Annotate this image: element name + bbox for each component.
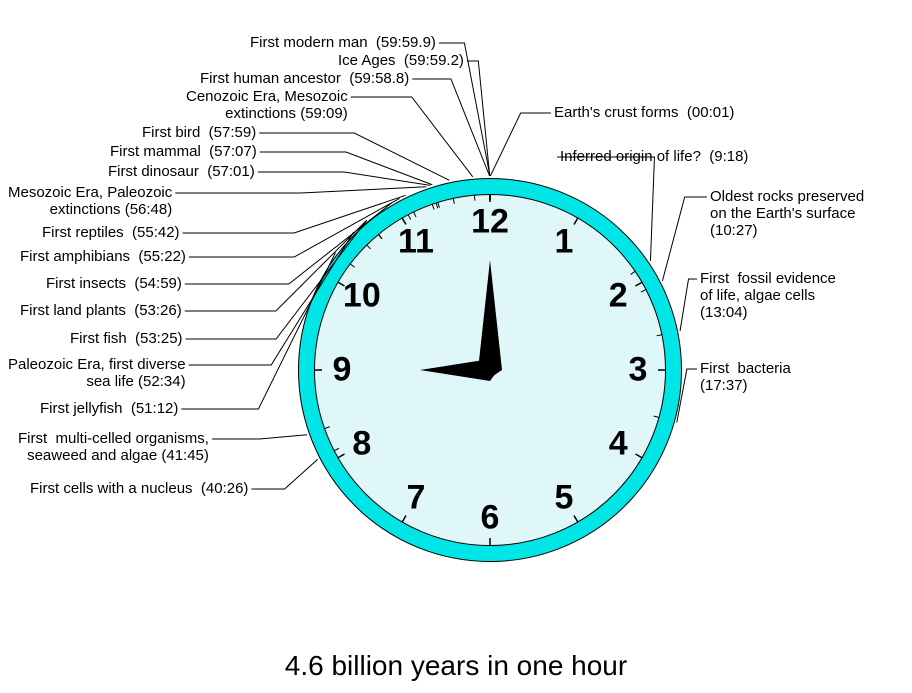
event-label: First bacteria (17:37) xyxy=(700,360,791,394)
event-label: First dinosaur (57:01) xyxy=(108,163,255,180)
diagram-stage: { "canvas": { "w": 912, "h": 693, "bg": … xyxy=(0,0,912,693)
event-label: First modern man (59:59.9) xyxy=(250,34,436,51)
event-label: Ice Ages (59:59.2) xyxy=(338,52,464,69)
event-label: First insects (54:59) xyxy=(46,275,182,292)
clock-number-9: 9 xyxy=(333,351,352,390)
event-label: First human ancestor (59:58.8) xyxy=(200,70,409,87)
clock-number-2: 2 xyxy=(609,277,628,316)
event-label: First jellyfish (51:12) xyxy=(40,400,178,417)
event-label: Inferred origin of life? (9:18) xyxy=(560,148,748,165)
event-label: Cenozoic Era, Mesozoic extinctions (59:0… xyxy=(186,88,348,122)
clock-number-8: 8 xyxy=(352,425,371,464)
event-label: First mammal (57:07) xyxy=(110,143,257,160)
event-label: Paleozoic Era, first diverse sea life (5… xyxy=(8,356,186,390)
clock-number-12: 12 xyxy=(471,203,509,242)
clock-number-7: 7 xyxy=(407,479,426,518)
clock-number-11: 11 xyxy=(398,222,434,261)
clock-number-4: 4 xyxy=(609,425,628,464)
event-label: First bird (57:59) xyxy=(142,124,256,141)
event-label: First cells with a nucleus (40:26) xyxy=(30,480,248,497)
event-label: Oldest rocks preserved on the Earth's su… xyxy=(710,188,864,239)
clock-number-5: 5 xyxy=(555,479,574,518)
clock-face xyxy=(314,194,666,546)
clock-number-1: 1 xyxy=(555,222,574,261)
event-label: First reptiles (55:42) xyxy=(42,224,180,241)
caption: 4.6 billion years in one hour xyxy=(0,650,912,682)
event-label: First amphibians (55:22) xyxy=(20,248,186,265)
clock-number-10: 10 xyxy=(343,277,381,316)
event-label: First multi-celled organisms, seaweed an… xyxy=(18,430,209,464)
clock-number-6: 6 xyxy=(481,499,500,538)
event-label: First fish (53:25) xyxy=(70,330,183,347)
event-label: Earth's crust forms (00:01) xyxy=(554,104,734,121)
event-label: Mesozoic Era, Paleozoic extinctions (56:… xyxy=(8,184,172,218)
event-label: First land plants (53:26) xyxy=(20,302,182,319)
event-label: First fossil evidence of life, algae cel… xyxy=(700,270,836,321)
clock-number-3: 3 xyxy=(629,351,648,390)
